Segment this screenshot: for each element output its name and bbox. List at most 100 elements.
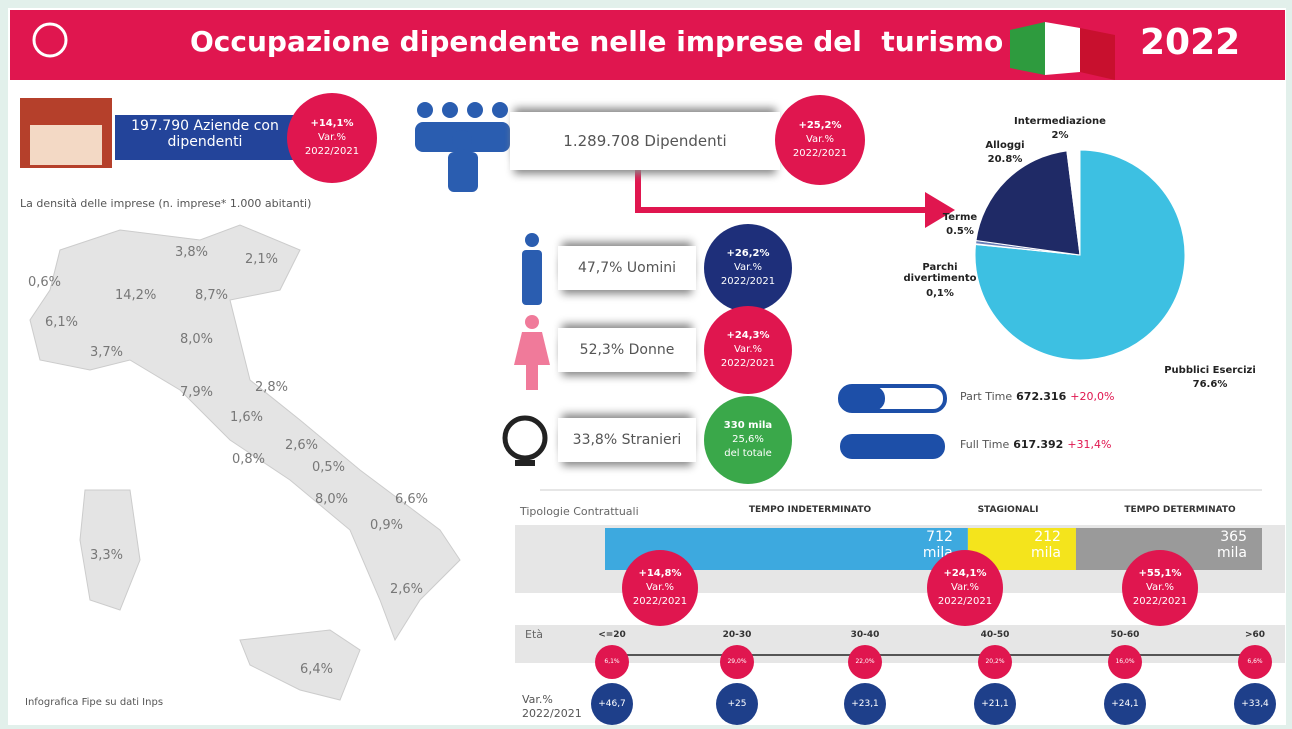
age-change: +33,4	[1234, 683, 1276, 725]
badge: +14,1% Var.% 2022/2021	[287, 93, 377, 183]
age-label: Età	[525, 628, 544, 641]
man-icon	[522, 233, 542, 305]
year: 2022	[1140, 22, 1241, 63]
density-label: La densità delle imprese (n. imprese* 1.…	[20, 197, 312, 210]
dipendenti-box: 1.289.708 Dipendenti	[510, 112, 780, 170]
map-label: 3,3%	[90, 548, 124, 563]
hours-change: +20,0%	[1070, 390, 1115, 403]
contract-name: STAGIONALI	[977, 505, 1039, 515]
age-group: 50-60	[1110, 630, 1140, 640]
var-period: 2022/2021	[522, 707, 582, 720]
age-group: 20-30	[722, 630, 752, 640]
map-label: 2,6%	[390, 582, 424, 597]
contract-value: 712	[926, 529, 953, 545]
age-group: <=20	[598, 630, 626, 640]
contract-name: TEMPO DETERMINATO	[1124, 505, 1236, 515]
hours-row: Full Time 617.392 +31,4%	[960, 438, 1116, 451]
hours-name: Full Time	[960, 438, 1010, 451]
pie-label: Alloggi	[985, 140, 1025, 151]
arrow	[635, 170, 930, 213]
badge-text: +24,1%	[943, 568, 987, 579]
badge-text: Var.%	[805, 134, 835, 145]
globe-icon	[502, 415, 548, 466]
hours-value: 617.392	[1013, 438, 1064, 451]
badge-text: +14,8%	[638, 568, 682, 579]
map-italy	[29, 224, 461, 642]
pie-slice	[975, 150, 1081, 256]
badge-text: Var.%	[950, 582, 980, 593]
badge-text: 2022/2021	[720, 276, 776, 287]
map-label: 6,1%	[45, 315, 79, 330]
age-change: +46,7	[591, 683, 633, 725]
pie-label: Intermediazione	[1014, 116, 1106, 127]
map-label: 8,0%	[180, 332, 214, 347]
badge: 330 mila 25,6% del totale	[704, 396, 792, 484]
pie-label: Parchi divertimento	[903, 262, 977, 284]
pie-slice	[1066, 149, 1081, 256]
group-box: 33,8% Stranieri	[558, 418, 696, 462]
map-label: 8,0%	[315, 492, 349, 507]
logo	[32, 22, 68, 58]
map-label: 6,4%	[300, 662, 334, 677]
badge-text: 2022/2021	[937, 596, 993, 607]
badge: +24,1% Var.% 2022/2021	[927, 550, 1003, 626]
map-label: 0,6%	[28, 275, 62, 290]
map-label: 3,8%	[175, 245, 209, 260]
pie-value: 0.5%	[946, 226, 974, 237]
map-label: 2,1%	[245, 252, 279, 267]
contract-value: 212	[1034, 529, 1061, 545]
badge-text: +24,3%	[726, 330, 770, 341]
badge: +25,2% Var.% 2022/2021	[775, 95, 865, 185]
age-share: 6,1%	[595, 645, 629, 679]
badge-text: 2022/2021	[1132, 596, 1188, 607]
map-label: 3,7%	[90, 345, 124, 360]
badge-text: 2022/2021	[720, 358, 776, 369]
map-label: 0,8%	[232, 452, 266, 467]
badge-text: +25,2%	[798, 120, 842, 131]
badge-text: 25,6%	[732, 434, 764, 445]
age-change: +24,1	[1104, 683, 1146, 725]
hours-name: Part Time	[960, 390, 1013, 403]
age-share: 29,0%	[720, 645, 754, 679]
pie-value: 20.8%	[987, 154, 1023, 165]
arrowhead	[925, 192, 955, 228]
badge-text: 2022/2021	[632, 596, 688, 607]
badge-text: 2022/2021	[304, 146, 360, 157]
pie-value: 76.6%	[1192, 379, 1228, 390]
pie-label: Terme	[942, 212, 978, 223]
map-label: 2,8%	[255, 380, 289, 395]
pie-value: 2%	[1051, 130, 1069, 141]
badge: +26,2% Var.% 2022/2021	[704, 224, 792, 312]
age-band	[515, 625, 1285, 663]
var-label: Var.%	[522, 693, 553, 706]
map-label: 7,9%	[180, 385, 214, 400]
pie-value: 0,1%	[926, 288, 954, 299]
contract-value: 365	[1220, 529, 1247, 545]
age-share: 20,2%	[978, 645, 1012, 679]
age-group: >60	[1244, 630, 1266, 640]
badge-text: Var.%	[317, 132, 347, 143]
map-sardinia	[79, 489, 141, 611]
age-change: +21,1	[974, 683, 1016, 725]
hours-row: Part Time 672.316 +20,0%	[960, 390, 1118, 403]
badge: +24,3% Var.% 2022/2021	[704, 306, 792, 394]
badge-text: +14,1%	[310, 118, 354, 129]
map-label: 1,6%	[230, 410, 264, 425]
badge-text: +55,1%	[1138, 568, 1182, 579]
badge-text: +26,2%	[726, 248, 770, 259]
badge-text: 330 mila	[723, 420, 773, 431]
flag-white	[1045, 22, 1080, 75]
group-box: 47,7% Uomini	[558, 246, 696, 290]
aziende-banner	[115, 115, 295, 160]
badge-text: Var.%	[1145, 582, 1175, 593]
shop-window	[30, 125, 102, 165]
full-time-pill	[840, 434, 945, 459]
credit: Infografica Fipe su dati Inps	[25, 697, 164, 708]
hours-value: 672.316	[1016, 390, 1067, 403]
badge-text: 2022/2021	[792, 148, 848, 159]
badge-text: Var.%	[645, 582, 675, 593]
contracts-label: Tipologie Contrattuali	[520, 505, 639, 518]
title: Occupazione dipendente nelle imprese del…	[190, 25, 1004, 58]
badge: +55,1% Var.% 2022/2021	[1122, 550, 1198, 626]
contract-unit: mila	[1217, 545, 1247, 561]
